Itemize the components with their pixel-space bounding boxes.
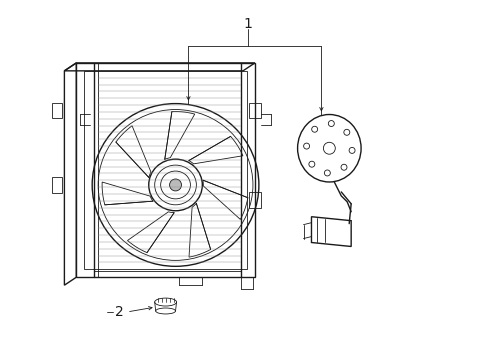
Circle shape [169,179,181,191]
Text: 1: 1 [243,17,252,31]
Text: 2: 2 [114,305,123,319]
